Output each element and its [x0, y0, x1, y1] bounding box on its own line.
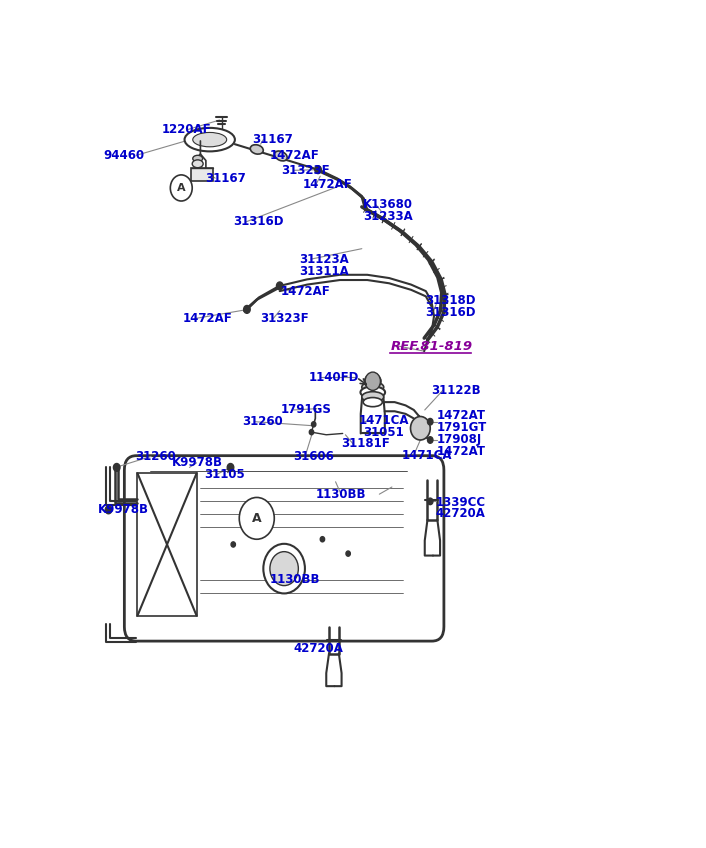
Circle shape	[365, 372, 381, 390]
Text: 1471CA: 1471CA	[401, 449, 452, 461]
Text: 31167: 31167	[205, 171, 246, 185]
Text: 31311A: 31311A	[299, 265, 349, 278]
Circle shape	[170, 175, 192, 201]
Text: A: A	[252, 512, 262, 525]
Circle shape	[231, 542, 235, 547]
Circle shape	[410, 416, 430, 440]
Circle shape	[346, 551, 350, 556]
Ellipse shape	[192, 160, 203, 168]
Ellipse shape	[361, 387, 385, 399]
Circle shape	[239, 498, 274, 539]
Circle shape	[244, 305, 250, 313]
Text: 1791GS: 1791GS	[281, 404, 332, 416]
Text: A: A	[177, 183, 186, 193]
Circle shape	[263, 544, 305, 594]
Text: 1472AF: 1472AF	[182, 312, 232, 325]
Circle shape	[428, 437, 433, 444]
Ellipse shape	[361, 382, 384, 393]
Text: 31167: 31167	[253, 133, 293, 146]
Text: 1130BB: 1130BB	[270, 573, 321, 586]
Text: K13680: K13680	[363, 198, 413, 211]
Ellipse shape	[361, 392, 384, 402]
Text: 31606: 31606	[294, 450, 335, 464]
Ellipse shape	[193, 132, 227, 147]
Circle shape	[105, 506, 112, 514]
Text: 31316D: 31316D	[233, 215, 284, 228]
Bar	[138, 473, 196, 616]
Circle shape	[311, 421, 316, 427]
Text: 1472AT: 1472AT	[437, 410, 486, 422]
Text: 31051: 31051	[363, 427, 404, 439]
Ellipse shape	[193, 155, 203, 162]
Text: 31318D: 31318D	[425, 293, 475, 307]
Text: 31323F: 31323F	[261, 312, 309, 325]
Text: 1339CC: 1339CC	[436, 496, 486, 509]
Text: REF.81-819: REF.81-819	[390, 340, 472, 353]
Circle shape	[270, 552, 299, 586]
Text: 1472AF: 1472AF	[281, 285, 330, 298]
Text: K9978B: K9978B	[172, 456, 222, 469]
Text: 1472AF: 1472AF	[303, 178, 352, 191]
Text: 31233A: 31233A	[363, 210, 413, 223]
Circle shape	[227, 464, 234, 471]
Text: 31316D: 31316D	[425, 306, 475, 319]
Text: 42720A: 42720A	[294, 643, 343, 656]
Text: 31260: 31260	[243, 416, 283, 428]
Bar	[191, 169, 213, 181]
Circle shape	[428, 498, 433, 505]
Text: 31122B: 31122B	[431, 384, 481, 397]
Text: 1791GT: 1791GT	[437, 421, 487, 434]
Ellipse shape	[184, 128, 235, 152]
Circle shape	[315, 165, 321, 174]
Circle shape	[114, 464, 120, 471]
Text: 42720A: 42720A	[436, 507, 486, 521]
Circle shape	[428, 418, 433, 425]
Text: 31105: 31105	[204, 468, 245, 481]
Text: K9978B: K9978B	[97, 504, 148, 516]
Text: 1130BB: 1130BB	[316, 488, 366, 500]
Text: 1140FD: 1140FD	[309, 371, 359, 384]
Text: 1472AT: 1472AT	[437, 444, 486, 458]
Text: 31123A: 31123A	[299, 253, 349, 265]
Text: 1472AF: 1472AF	[270, 148, 320, 162]
FancyBboxPatch shape	[124, 455, 444, 641]
Ellipse shape	[250, 145, 263, 154]
Ellipse shape	[363, 398, 383, 407]
Text: 31181F: 31181F	[341, 438, 390, 450]
Text: 94460: 94460	[104, 148, 145, 162]
Text: 1471CA: 1471CA	[359, 414, 409, 427]
Text: 31323F: 31323F	[281, 164, 330, 177]
Circle shape	[277, 282, 283, 290]
Circle shape	[321, 537, 325, 542]
Circle shape	[309, 430, 313, 435]
Ellipse shape	[275, 151, 287, 161]
Ellipse shape	[364, 374, 381, 388]
Text: 17908J: 17908J	[437, 432, 482, 446]
Text: 31260: 31260	[135, 449, 176, 463]
Text: 1220AF: 1220AF	[162, 123, 212, 137]
